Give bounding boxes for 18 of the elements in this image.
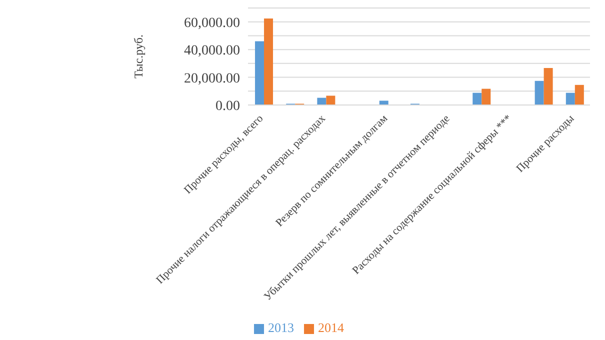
- y-tick-label: 40,000.00: [184, 44, 240, 59]
- y-tick-label: 20,000.00: [184, 71, 240, 86]
- bar: [379, 100, 388, 105]
- bar: [317, 98, 326, 105]
- legend-label: 2013: [268, 320, 294, 335]
- y-tick-label: 0.00: [216, 98, 240, 114]
- y-axis-title: Тыс.руб.: [131, 34, 146, 78]
- bar: [326, 96, 336, 105]
- bar: [534, 80, 544, 105]
- bar: [264, 18, 273, 105]
- bar: [255, 41, 264, 105]
- bar: [482, 88, 491, 105]
- legend-label: 2014: [318, 320, 344, 335]
- bar: [544, 68, 553, 105]
- y-tick-label: 60,000.00: [184, 16, 240, 31]
- bar: [574, 84, 584, 105]
- bar: [472, 92, 482, 105]
- bar: [566, 92, 575, 105]
